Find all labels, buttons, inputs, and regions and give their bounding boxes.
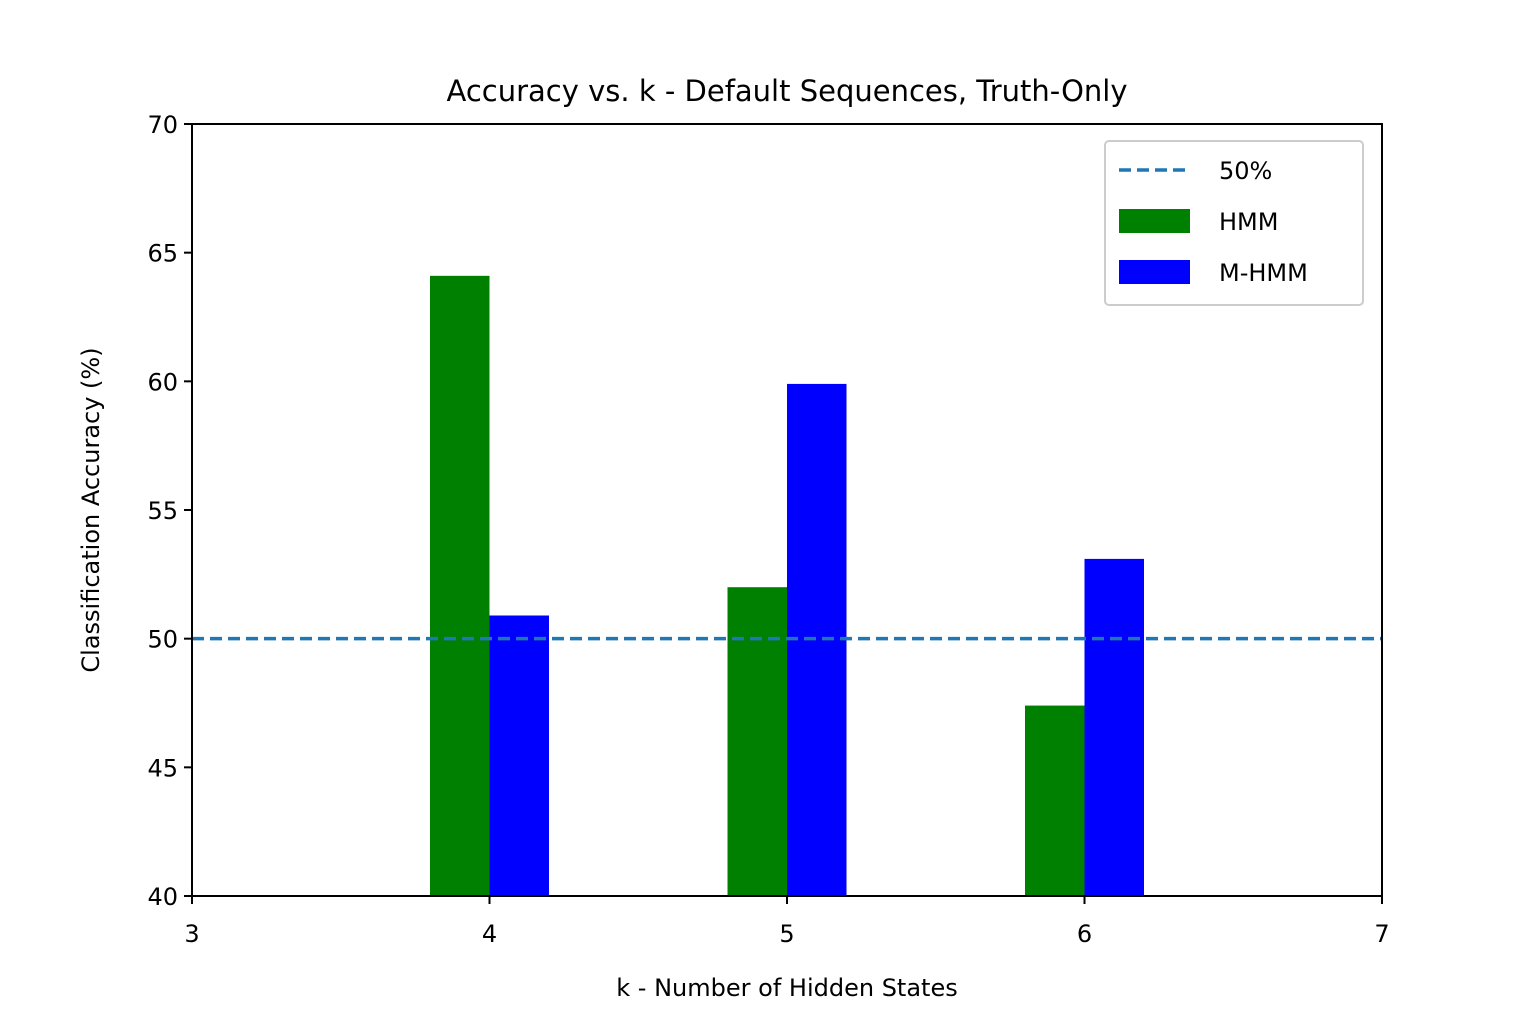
x-tick-label: 6 [1077, 920, 1092, 948]
x-axis-label: k - Number of Hidden States [616, 974, 957, 1002]
legend: 50% HMM M-HMM [1104, 140, 1364, 306]
bar-hmm-k4 [430, 275, 490, 896]
legend-swatch-m-hmm [1119, 260, 1190, 284]
y-tick-label: 45 [147, 754, 178, 782]
legend-swatch-hmm [1119, 209, 1190, 233]
bar-hmm-k5 [727, 587, 787, 896]
y-tick-label: 65 [147, 240, 178, 268]
y-axis-ticks: 40 45 50 55 60 65 70 [147, 111, 192, 911]
x-tick-label: 4 [482, 920, 497, 948]
legend-label-50-percent: 50% [1219, 157, 1272, 185]
y-tick-label: 60 [147, 368, 178, 396]
x-axis-ticks: 3 4 5 6 7 [184, 896, 1390, 948]
bar-m-hmm-k4 [489, 615, 549, 896]
x-tick-label: 5 [779, 920, 794, 948]
y-tick-label: 50 [147, 626, 178, 654]
legend-label-hmm: HMM [1219, 208, 1278, 236]
bars-group [430, 275, 1144, 896]
y-tick-label: 55 [147, 497, 178, 525]
bar-hmm-k6 [1025, 705, 1085, 896]
legend-label-m-hmm: M-HMM [1219, 259, 1308, 287]
y-tick-label: 40 [147, 883, 178, 911]
x-tick-label: 7 [1374, 920, 1389, 948]
bar-m-hmm-k6 [1084, 558, 1144, 896]
x-tick-label: 3 [184, 920, 199, 948]
chart-title: Accuracy vs. k - Default Sequences, Trut… [447, 74, 1128, 108]
y-tick-label: 70 [147, 111, 178, 139]
y-axis-label: Classification Accuracy (%) [77, 347, 105, 672]
